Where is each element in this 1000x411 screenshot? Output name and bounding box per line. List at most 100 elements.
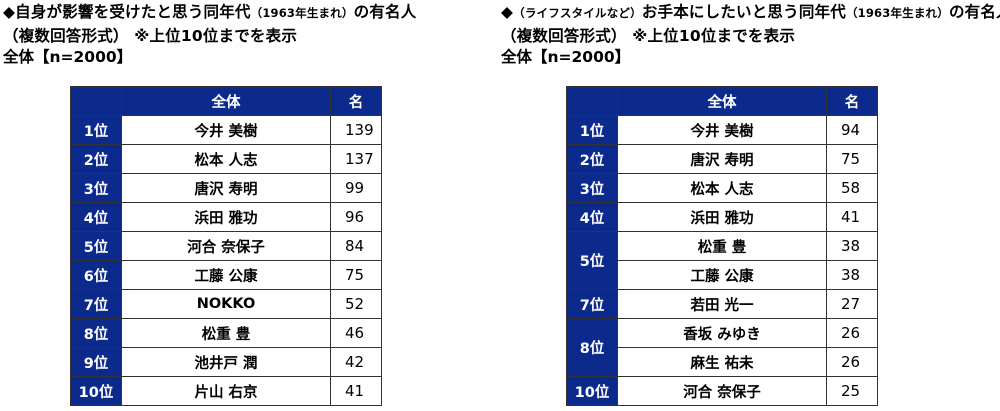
table-row: 8位 松重 豊 46 bbox=[70, 318, 382, 348]
value-cell: 139 bbox=[330, 115, 382, 145]
header-value: 名 bbox=[330, 86, 382, 116]
rank-cell: 1位 bbox=[566, 115, 618, 145]
value-cell: 137 bbox=[330, 144, 382, 174]
right-title-tail: の有名人 bbox=[948, 3, 1000, 21]
left-title-line1: ◆自身が影響を受けたと思う同年代（1963年生まれ）の有名人 bbox=[3, 2, 483, 24]
rank-cell: 3位 bbox=[566, 173, 618, 203]
header-name: 全体 bbox=[617, 86, 827, 116]
header-name: 全体 bbox=[121, 86, 331, 116]
name-cell: 麻生 祐未 bbox=[617, 347, 827, 377]
rank-cell: 4位 bbox=[566, 202, 618, 232]
value-cell: 26 bbox=[826, 347, 878, 377]
table-header-row: 全体 名 bbox=[70, 86, 382, 116]
table-row: 2位 唐沢 寿明 75 bbox=[566, 144, 878, 174]
rank-cell: 5位 bbox=[70, 231, 122, 261]
value-cell: 84 bbox=[330, 231, 382, 261]
right-title-main: お手本にしたいと思う同年代 bbox=[641, 3, 846, 21]
table-row: 1位 今井 美樹 139 bbox=[70, 115, 382, 145]
left-title-line2: （複数回答形式） ※上位10位までを表示 bbox=[3, 27, 298, 45]
rank-cell: 8位 bbox=[566, 318, 618, 377]
right-title-lead: （ライフスタイルなど） bbox=[513, 6, 642, 20]
table-row: 8位 香坂 みゆき 26 bbox=[566, 318, 878, 377]
header-rank bbox=[566, 86, 618, 116]
name-cell: 浜田 雅功 bbox=[121, 202, 331, 232]
value-cell: 96 bbox=[330, 202, 382, 232]
value-cell: 75 bbox=[330, 260, 382, 290]
rank-cell: 8位 bbox=[70, 318, 122, 348]
header-value: 名 bbox=[826, 86, 878, 116]
rank-cell: 7位 bbox=[70, 289, 122, 319]
left-title-year: （1963年生まれ） bbox=[250, 6, 354, 20]
right-title-year: （1963年生まれ） bbox=[845, 6, 949, 20]
value-cell: 42 bbox=[330, 347, 382, 377]
table-row: 3位 松本 人志 58 bbox=[566, 173, 878, 203]
name-cell: 松重 豊 bbox=[617, 231, 827, 261]
table-row: 4位 浜田 雅功 41 bbox=[566, 202, 878, 232]
value-cell: 99 bbox=[330, 173, 382, 203]
value-cell: 38 bbox=[826, 231, 878, 261]
table-row: 10位 片山 右京 41 bbox=[70, 376, 382, 406]
rank-cell: 10位 bbox=[70, 376, 122, 406]
value-cell: 38 bbox=[826, 260, 878, 290]
rank-cell: 9位 bbox=[70, 347, 122, 377]
table-header-row: 全体 名 bbox=[566, 86, 878, 116]
value-cell: 41 bbox=[330, 376, 382, 406]
name-cell: 香坂 みゆき bbox=[617, 318, 827, 348]
name-cell: 松本 人志 bbox=[121, 144, 331, 174]
rank-cell: 7位 bbox=[566, 289, 618, 319]
table-row: 3位 唐沢 寿明 99 bbox=[70, 173, 382, 203]
name-cell: 河合 奈保子 bbox=[121, 231, 331, 261]
left-ranking-table: 全体 名 1位 今井 美樹 139 2位 松本 人志 137 3位 唐沢 寿明 … bbox=[70, 86, 382, 406]
table-row: 4位 浜田 雅功 96 bbox=[70, 202, 382, 232]
rank-cell: 2位 bbox=[566, 144, 618, 174]
value-cell: 46 bbox=[330, 318, 382, 348]
value-cell: 26 bbox=[826, 318, 878, 348]
value-cell: 41 bbox=[826, 202, 878, 232]
table-row: 5位 松重 豊 38 bbox=[566, 231, 878, 290]
rank-cell: 5位 bbox=[566, 231, 618, 290]
left-title-tail: の有名人 bbox=[353, 3, 417, 21]
right-ranking-table: 全体 名 1位 今井 美樹 94 2位 唐沢 寿明 75 3位 松本 人志 58… bbox=[566, 86, 878, 406]
table-row: 1位 今井 美樹 94 bbox=[566, 115, 878, 145]
value-cell: 27 bbox=[826, 289, 878, 319]
value-cell: 94 bbox=[826, 115, 878, 145]
table-row: 7位 若田 光一 27 bbox=[566, 289, 878, 319]
name-cell: 今井 美樹 bbox=[121, 115, 331, 145]
name-cell: 松重 豊 bbox=[121, 318, 331, 348]
name-cell: 工藤 公康 bbox=[121, 260, 331, 290]
name-cell: 今井 美樹 bbox=[617, 115, 827, 145]
name-cell: 松本 人志 bbox=[617, 173, 827, 203]
name-cell: 唐沢 寿明 bbox=[617, 144, 827, 174]
rank-cell: 2位 bbox=[70, 144, 122, 174]
name-cell: 片山 右京 bbox=[121, 376, 331, 406]
table-row: 9位 池井戸 潤 42 bbox=[70, 347, 382, 377]
rank-cell: 10位 bbox=[566, 376, 618, 406]
right-panel: ◆（ライフスタイルなど）お手本にしたいと思う同年代（1963年生まれ）の有名人 … bbox=[501, 0, 1000, 406]
right-title-line1: ◆（ライフスタイルなど）お手本にしたいと思う同年代（1963年生まれ）の有名人 bbox=[501, 2, 1000, 24]
header-rank bbox=[70, 86, 122, 116]
table-row: 10位 河合 奈保子 25 bbox=[566, 376, 878, 406]
table-row: 6位 工藤 公康 75 bbox=[70, 260, 382, 290]
value-cell: 25 bbox=[826, 376, 878, 406]
value-cell: 52 bbox=[330, 289, 382, 319]
left-title-main: ◆自身が影響を受けたと思う同年代 bbox=[3, 3, 251, 21]
table-row: 5位 河合 奈保子 84 bbox=[70, 231, 382, 261]
left-total-label: 全体【n=2000】 bbox=[3, 48, 133, 66]
name-cell: NOKKO bbox=[121, 289, 331, 319]
right-total-label: 全体【n=2000】 bbox=[501, 48, 631, 66]
rank-cell: 6位 bbox=[70, 260, 122, 290]
table-row: 7位 NOKKO 52 bbox=[70, 289, 382, 319]
rank-cell: 3位 bbox=[70, 173, 122, 203]
name-cell: 池井戸 潤 bbox=[121, 347, 331, 377]
table-row: 2位 松本 人志 137 bbox=[70, 144, 382, 174]
value-cell: 58 bbox=[826, 173, 878, 203]
table-row: 工藤 公康 38 bbox=[567, 260, 878, 290]
name-cell: 工藤 公康 bbox=[617, 260, 827, 290]
rank-cell: 4位 bbox=[70, 202, 122, 232]
right-title-line2: （複数回答形式） ※上位10位までを表示 bbox=[501, 27, 796, 45]
name-cell: 河合 奈保子 bbox=[617, 376, 827, 406]
name-cell: 若田 光一 bbox=[617, 289, 827, 319]
name-cell: 唐沢 寿明 bbox=[121, 173, 331, 203]
rank-cell: 1位 bbox=[70, 115, 122, 145]
left-panel: ◆自身が影響を受けたと思う同年代（1963年生まれ）の有名人 （複数回答形式） … bbox=[3, 0, 483, 406]
